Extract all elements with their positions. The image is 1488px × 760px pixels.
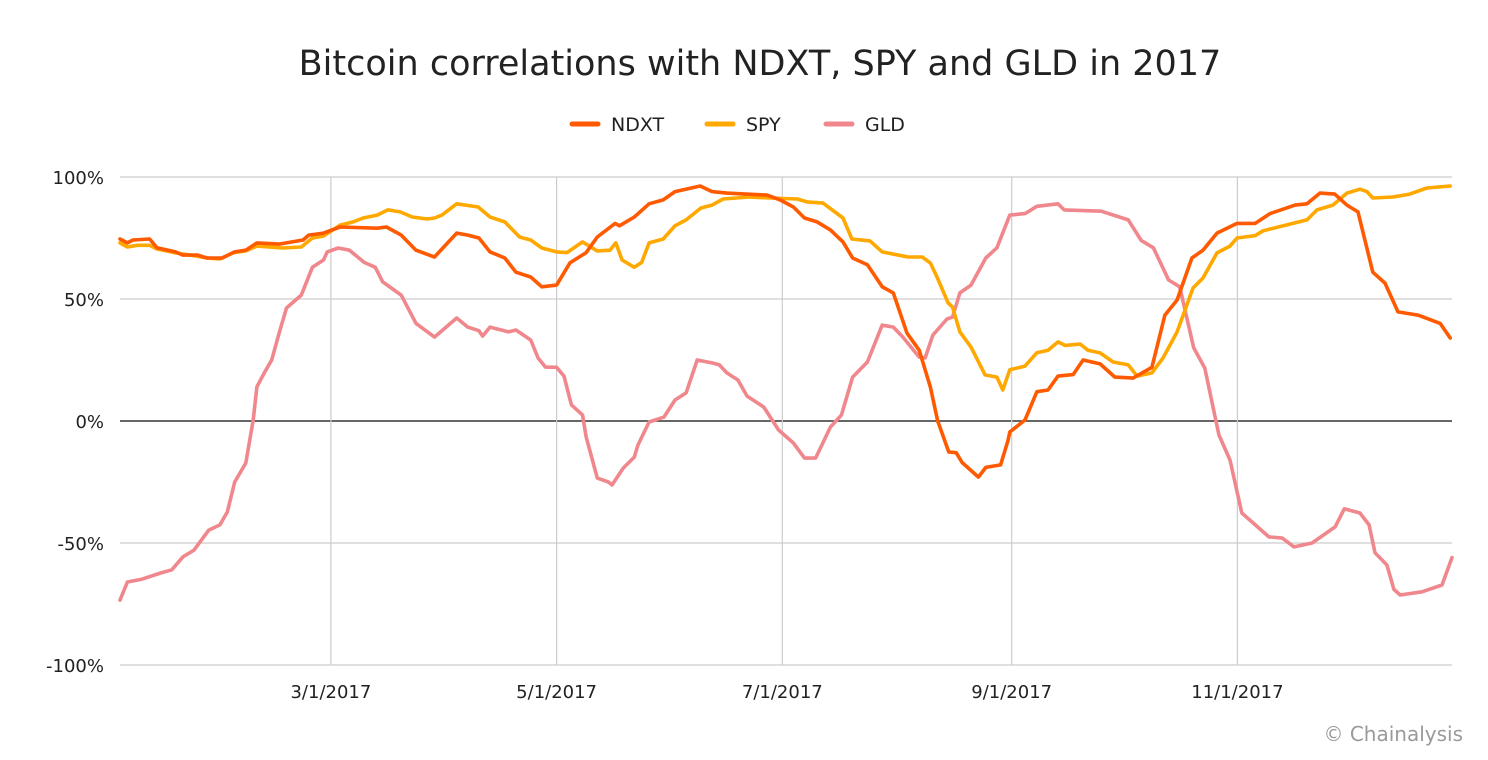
x-tick-label: 5/1/2017 bbox=[516, 682, 597, 703]
legend: NDXT SPY GLD bbox=[569, 114, 905, 136]
x-axis: 3/1/2017 5/1/2017 7/1/2017 9/1/2017 11/1/201… bbox=[290, 682, 1283, 703]
x-tick-label: 7/1/2017 bbox=[742, 682, 823, 703]
legend-label-spy: SPY bbox=[746, 114, 781, 136]
y-tick-label: 0% bbox=[75, 412, 104, 433]
series-line-ndxt bbox=[118, 184, 1452, 479]
copyright-watermark: © Chainalysis bbox=[1323, 722, 1463, 746]
legend-label-gld: GLD bbox=[865, 114, 905, 136]
series-line-gld bbox=[118, 202, 1454, 602]
legend-label-ndxt: NDXT bbox=[611, 114, 665, 136]
y-tick-label: -50% bbox=[57, 534, 104, 555]
grid bbox=[120, 176, 1452, 666]
x-tick-label: 9/1/2017 bbox=[971, 682, 1052, 703]
series-line-spy bbox=[118, 184, 1452, 392]
series-lines bbox=[118, 184, 1454, 602]
y-tick-label: 50% bbox=[64, 290, 104, 311]
y-tick-label: 100% bbox=[53, 168, 104, 189]
x-tick-label: 3/1/2017 bbox=[290, 682, 371, 703]
y-axis: 100% 50% 0% -50% -100% bbox=[46, 168, 104, 677]
x-tick-label: 11/1/2017 bbox=[1191, 682, 1283, 703]
chart-title: Bitcoin correlations with NDXT, SPY and … bbox=[299, 44, 1222, 84]
y-tick-label: -100% bbox=[46, 656, 104, 677]
